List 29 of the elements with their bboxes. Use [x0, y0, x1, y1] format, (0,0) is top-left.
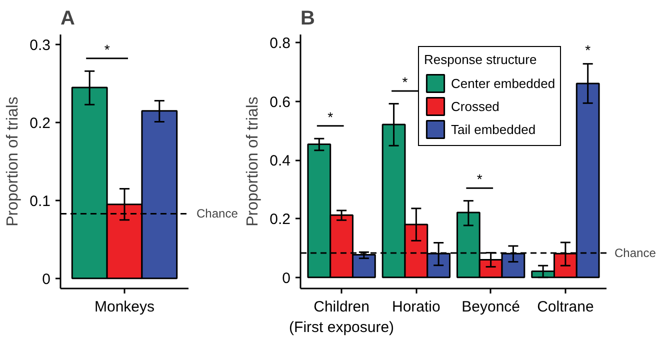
- annotation: *: [402, 74, 408, 90]
- x-tick-label: Coltrane: [537, 298, 594, 316]
- y-tick-label: 0: [282, 270, 290, 287]
- annotation: *: [585, 42, 592, 58]
- y-tick-label: 0.8: [270, 35, 291, 52]
- ref-line-label: Chance: [196, 206, 238, 221]
- y-tick-label: 0.6: [270, 94, 291, 111]
- x-tick-label: Monkeys: [94, 298, 155, 316]
- y-tick-label: 0.3: [30, 37, 51, 54]
- y-tick-label: 0.2: [30, 115, 51, 132]
- annotation: *: [328, 108, 334, 125]
- legend-title: Response structure: [424, 52, 538, 67]
- y-tick-label: 0: [42, 270, 50, 288]
- annotation: *: [476, 171, 483, 188]
- y-axis-title: Proportion of trials: [244, 96, 262, 226]
- legend-label: Crossed: [451, 98, 500, 116]
- x-tick-label: Children (First exposure): [289, 298, 394, 336]
- legend-label: Center embedded: [451, 74, 556, 92]
- x-tick-label: Horatio: [392, 298, 440, 316]
- annotation: *: [104, 41, 110, 58]
- y-tick-label: 0.2: [270, 211, 291, 228]
- ref-line-label: Chance: [614, 246, 656, 260]
- x-tick-label: Beyoncé: [462, 298, 520, 316]
- y-axis-title: Proportion of trials: [4, 96, 22, 226]
- chart-title: B: [300, 8, 315, 30]
- chart-title: A: [60, 8, 75, 30]
- y-tick-label: 0.1: [30, 192, 51, 210]
- y-tick-label: 0.4: [270, 152, 291, 170]
- legend-label: Tail embedded: [451, 120, 536, 138]
